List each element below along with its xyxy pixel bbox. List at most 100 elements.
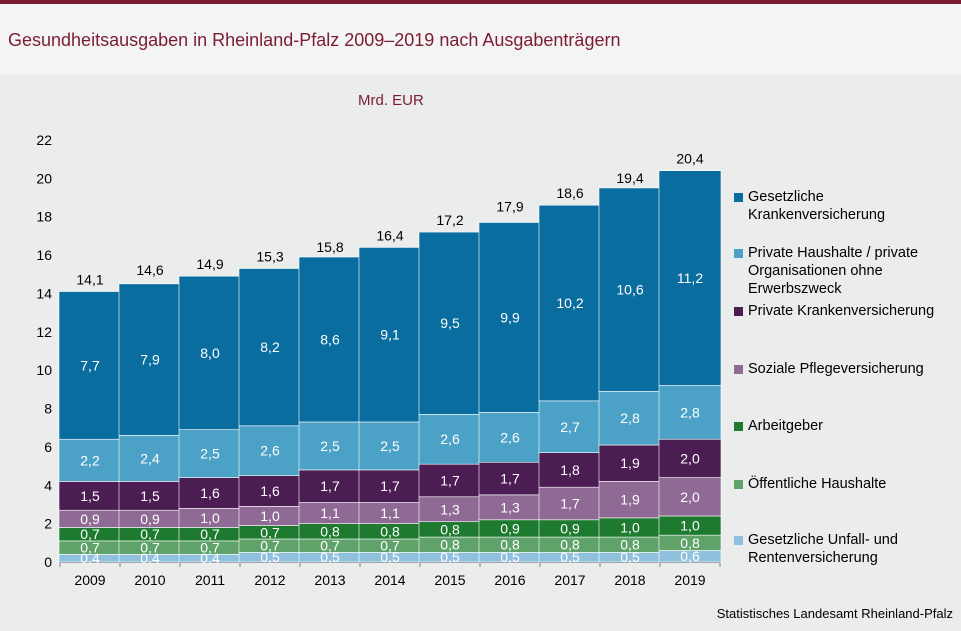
legend-swatch xyxy=(734,193,743,202)
y-tick-label: 2 xyxy=(44,516,52,532)
bar-value-label: 1,6 xyxy=(260,483,280,499)
bar-segment xyxy=(298,256,362,423)
bar-value-label: 1,0 xyxy=(200,510,220,526)
y-tick-label: 8 xyxy=(44,401,52,417)
y-tick-label: 10 xyxy=(36,362,52,378)
legend-label-line: Gesetzliche Unfall- und xyxy=(748,532,898,548)
bar-value-label: 0,7 xyxy=(80,526,100,542)
x-tick-label: 2018 xyxy=(614,572,645,588)
chart-bars xyxy=(58,170,722,563)
x-tick-label: 2009 xyxy=(74,572,105,588)
y-tick-label: 6 xyxy=(44,439,52,455)
bar-value-label: 0,8 xyxy=(440,537,460,553)
y-tick-label: 22 xyxy=(36,132,52,148)
bar-value-label: 0,8 xyxy=(560,537,580,553)
x-tick-label: 2013 xyxy=(314,572,345,588)
x-tick-label: 2014 xyxy=(374,572,405,588)
bar-value-label: 0,8 xyxy=(380,523,400,539)
bar-segment xyxy=(478,494,542,521)
bar-total-label: 17,9 xyxy=(496,199,523,215)
bar-segment xyxy=(358,247,422,423)
legend-label: Arbeitgeber xyxy=(748,417,823,435)
x-tick-label: 2012 xyxy=(254,572,285,588)
bar-segment xyxy=(298,469,362,503)
bar-value-label: 1,1 xyxy=(320,505,340,521)
bar-value-label: 2,4 xyxy=(140,450,160,466)
bar-segment xyxy=(658,170,722,386)
bar-segment xyxy=(178,275,242,430)
legend-label-line: Öffentliche Haushalte xyxy=(748,476,887,492)
bar-total-label: 20,4 xyxy=(676,151,703,167)
bar-value-label: 0,7 xyxy=(380,538,400,554)
bar-segment xyxy=(178,477,242,509)
bar-value-label: 0,5 xyxy=(320,549,340,565)
bar-segment xyxy=(238,268,302,427)
legend-label-line: Private Krankenversicherung xyxy=(748,303,935,319)
bar-segment xyxy=(358,469,422,503)
bar-total-label: 17,2 xyxy=(436,212,463,228)
legend-label-line: Private Haushalte / private xyxy=(748,245,919,261)
bar-value-label: 0,7 xyxy=(80,540,100,556)
bar-value-label: 0,5 xyxy=(560,549,580,565)
bar-value-label: 1,0 xyxy=(620,519,640,535)
legend-label-line: Erwerbszweck xyxy=(748,281,842,297)
bar-value-label: 0,8 xyxy=(680,535,700,551)
bar-segment xyxy=(598,444,662,482)
bar-value-label: 0,7 xyxy=(200,540,220,556)
bar-segment xyxy=(58,291,122,440)
x-tick-label: 2015 xyxy=(434,572,465,588)
bar-total-label: 15,8 xyxy=(316,239,343,255)
bar-value-label: 9,9 xyxy=(500,309,520,325)
legend-label-line: Gesetzliche xyxy=(748,189,824,205)
bar-segment xyxy=(178,429,242,478)
bar-value-label: 0,7 xyxy=(200,526,220,542)
bar-total-label: 18,6 xyxy=(556,185,583,201)
chart-labels: 0,40,70,70,91,52,27,714,10,40,70,70,91,5… xyxy=(76,151,703,566)
chart-title: Gesundheitsausgaben in Rheinland-Pfalz 2… xyxy=(8,30,621,50)
bar-value-label: 2,8 xyxy=(620,410,640,426)
bar-segment xyxy=(538,452,602,488)
y-axis-unit-label: Mrd. EUR xyxy=(358,92,424,109)
x-tick-label: 2010 xyxy=(134,572,165,588)
bar-segment xyxy=(358,421,422,471)
y-tick-label: 16 xyxy=(36,247,52,263)
x-tick-label: 2019 xyxy=(674,572,705,588)
legend-swatch xyxy=(734,365,743,374)
legend-label: Gesetzliche Unfall- und Rentenversicherun… xyxy=(748,531,898,567)
bar-total-label: 14,1 xyxy=(76,272,103,288)
chart-axes: 0 2 4 6 8 10 12 14 16 18 20 22 2009 2010 2011 2012 2013 2… xyxy=(36,132,721,588)
bar-value-label: 2,6 xyxy=(440,431,460,447)
bar-value-label: 0,9 xyxy=(140,511,160,527)
bar-segment xyxy=(478,412,542,463)
y-tick-label: 12 xyxy=(36,324,52,340)
bar-value-label: 0,4 xyxy=(140,550,160,566)
bar-value-label: 1,3 xyxy=(440,501,460,517)
legend-label-line: Organisationen ohne xyxy=(748,263,883,279)
bar-total-label: 14,6 xyxy=(136,262,163,278)
bar-segment xyxy=(658,385,722,440)
bar-total-label: 19,4 xyxy=(616,170,643,186)
bar-value-label: 10,6 xyxy=(616,282,643,298)
bar-value-label: 11,2 xyxy=(677,270,703,286)
y-tick-label: 20 xyxy=(36,170,52,186)
y-tick-label: 0 xyxy=(44,554,52,570)
legend-swatch xyxy=(734,249,743,258)
bar-value-label: 1,5 xyxy=(140,488,160,504)
bar-segment xyxy=(598,187,662,392)
x-tick-label: 2016 xyxy=(494,572,525,588)
bar-value-label: 1,7 xyxy=(320,478,340,494)
bar-segment xyxy=(478,222,542,413)
bar-value-label: 0,5 xyxy=(620,549,640,565)
bar-value-label: 1,0 xyxy=(260,508,280,524)
bar-value-label: 2,6 xyxy=(500,429,520,445)
bar-segment xyxy=(658,438,722,478)
legend-label-line: Rentenversicherung xyxy=(748,550,878,566)
bar-value-label: 0,5 xyxy=(500,549,520,565)
bar-value-label: 1,8 xyxy=(560,462,580,478)
bar-value-label: 2,0 xyxy=(680,489,700,505)
legend-label: Gesetzliche Krankenversicherung xyxy=(748,188,885,224)
bar-segment xyxy=(598,390,662,446)
bar-segment xyxy=(538,400,602,453)
legend-swatch xyxy=(734,480,743,489)
